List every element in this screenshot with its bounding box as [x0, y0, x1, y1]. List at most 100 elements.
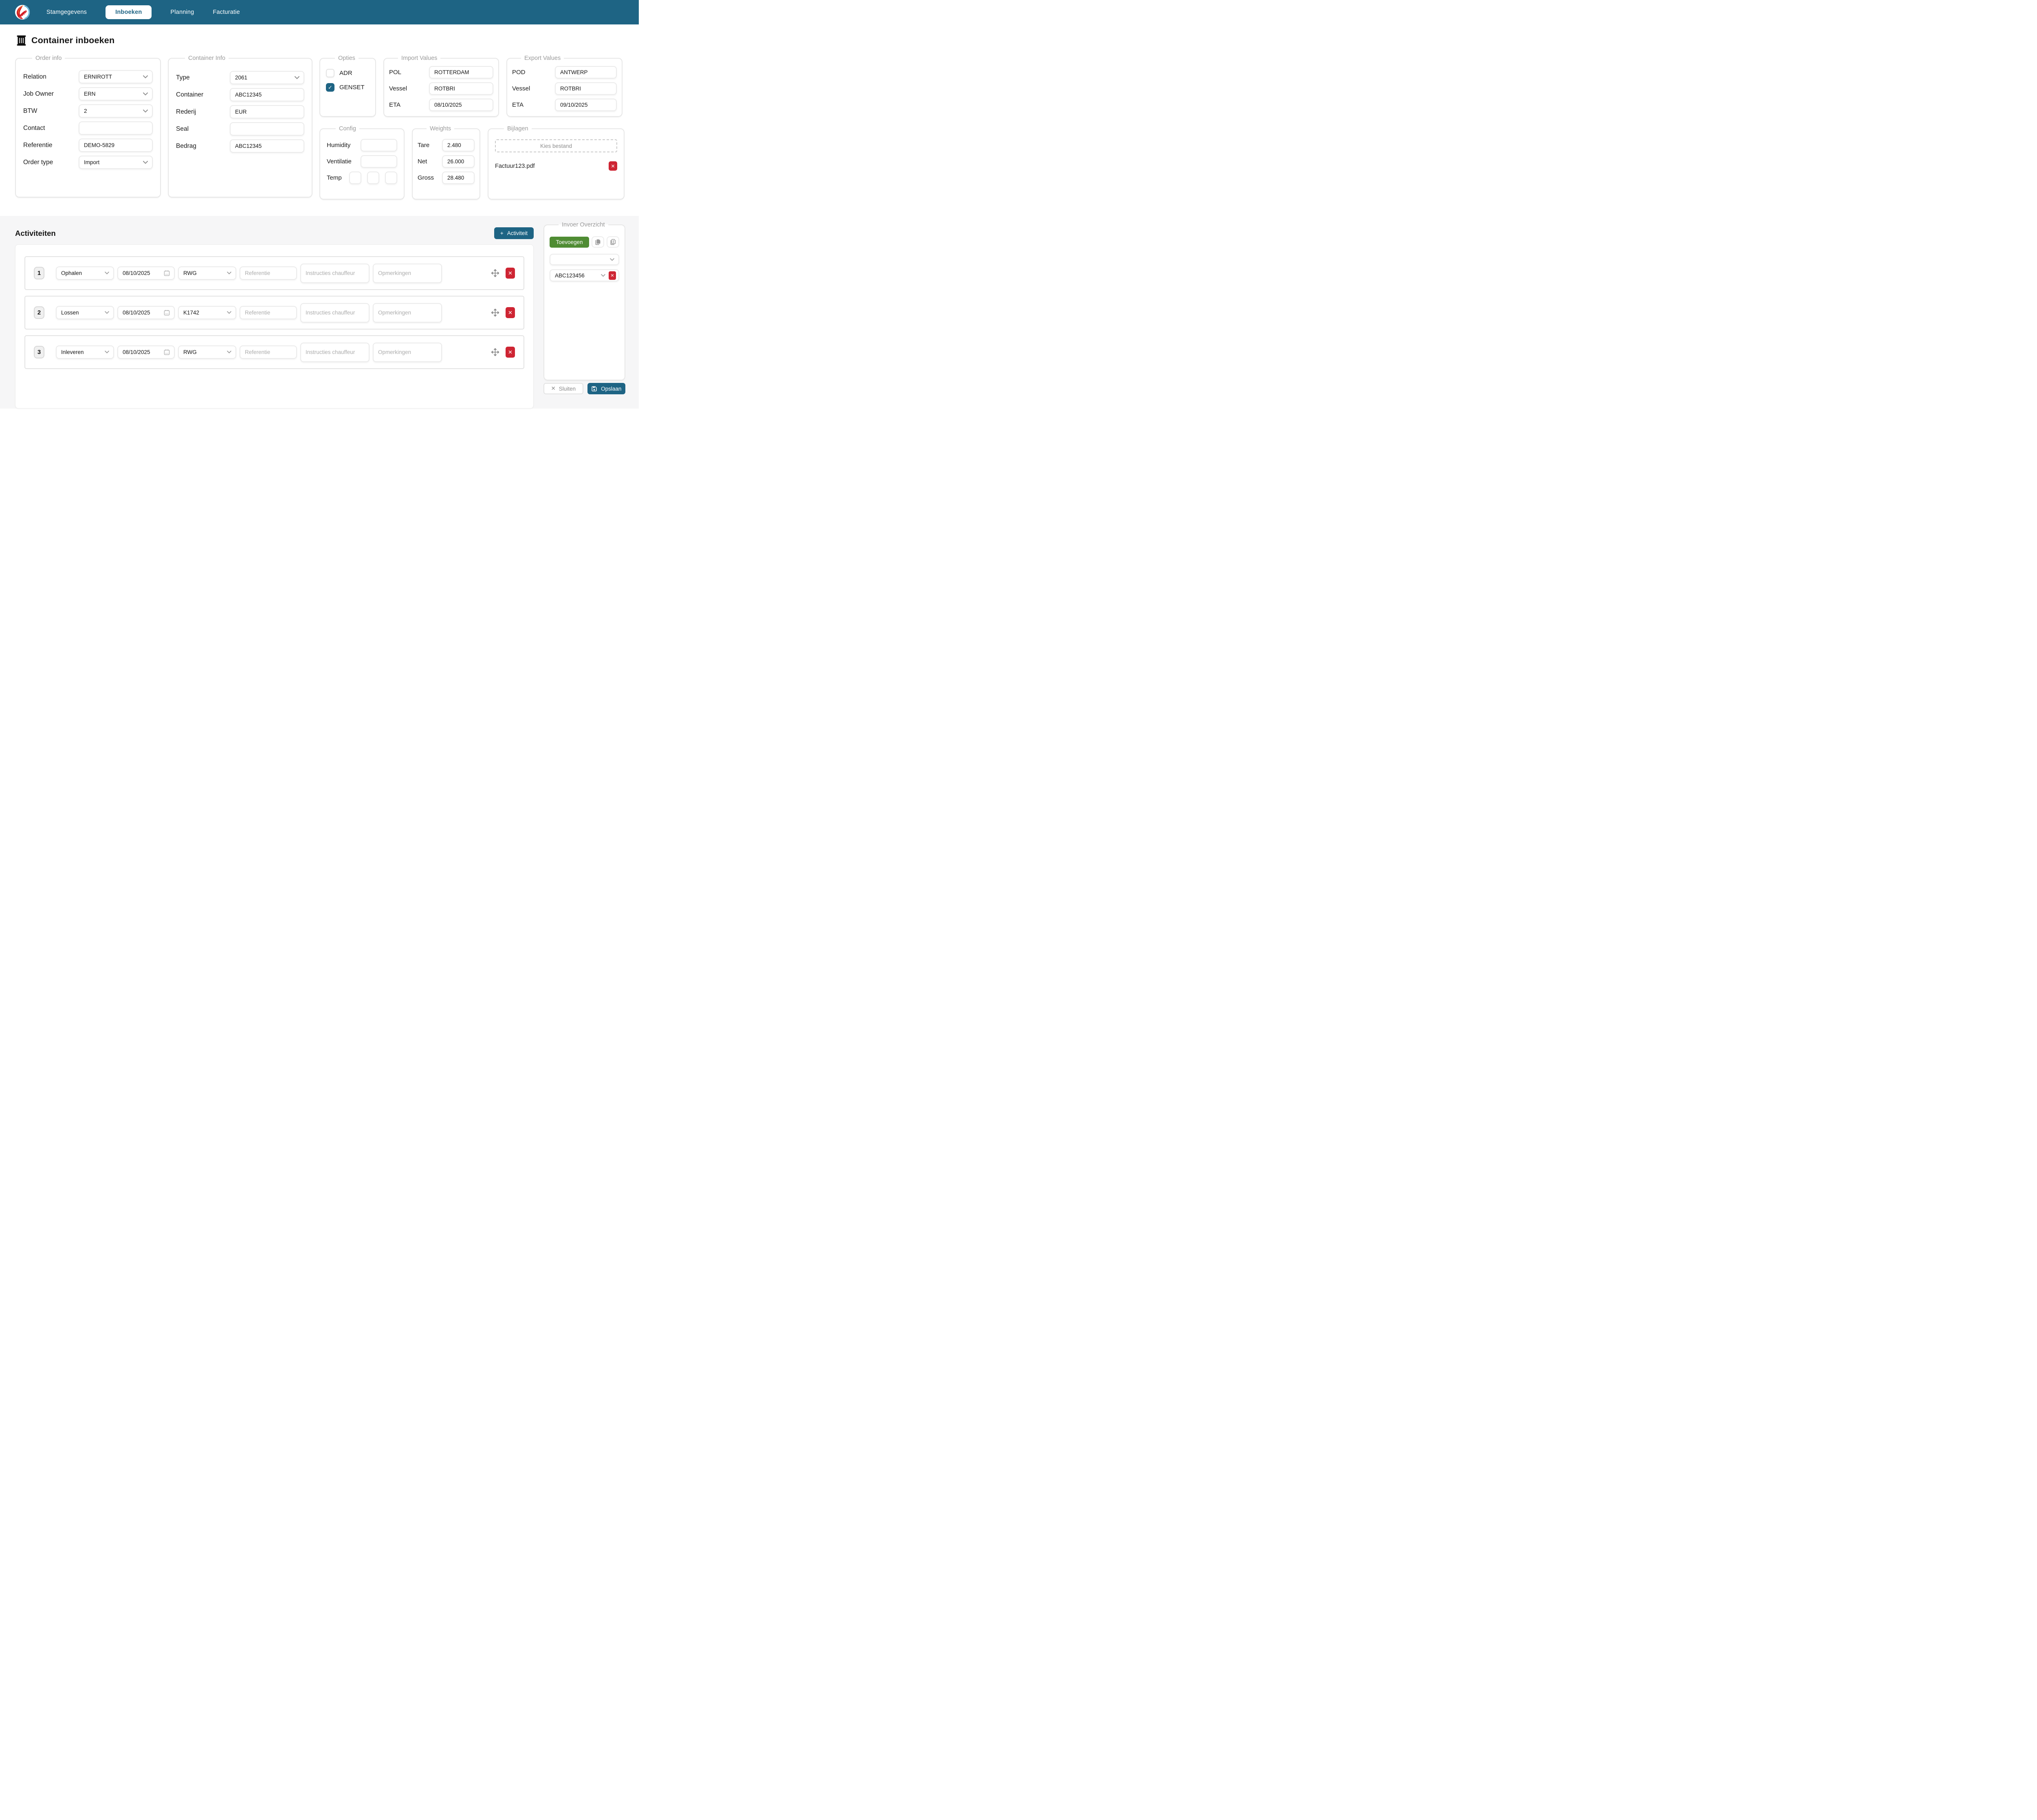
add-activity-label: Activiteit [507, 230, 528, 236]
road-logo-icon [15, 4, 30, 20]
activity-date-input[interactable]: 08/10/2025 [117, 266, 175, 280]
chevron-down-icon [143, 75, 148, 78]
delete-activity-button[interactable]: ✕ [506, 268, 515, 279]
copy-button[interactable] [592, 236, 604, 248]
chevron-down-icon [295, 76, 299, 79]
toevoegen-button[interactable]: Toevoegen [550, 236, 589, 248]
bedrag-label: Bedrag [176, 142, 196, 149]
activities-left: Activiteiten + Activiteit 1 Ophalen 08/1… [15, 222, 534, 409]
chevron-down-icon [143, 92, 148, 95]
seal-label: Seal [176, 125, 189, 132]
seal-input[interactable] [230, 122, 304, 136]
btw-select[interactable]: 2 [79, 104, 153, 118]
nav-item-facturatie[interactable]: Facturatie [213, 9, 240, 15]
move-icon [491, 309, 499, 317]
container-entry-row[interactable]: ABC123456 ✕ [550, 269, 619, 281]
pod-input[interactable] [555, 66, 617, 79]
activity-date-value: 08/10/2025 [123, 310, 150, 316]
drag-handle[interactable] [491, 309, 499, 317]
genset-label: GENSET [339, 84, 365, 91]
job-owner-select[interactable]: ERN [79, 87, 153, 101]
page-title: Container inboeken [31, 35, 115, 45]
activity-instructies-input[interactable] [300, 342, 370, 362]
drag-handle[interactable] [491, 348, 499, 356]
activity-date-input[interactable]: 08/10/2025 [117, 306, 175, 319]
activity-referentie-input[interactable] [240, 345, 297, 359]
net-label: Net [418, 158, 427, 165]
activity-type-select[interactable]: Inleveren [56, 345, 114, 359]
activity-instructies-input[interactable] [300, 263, 370, 283]
bedrag-input[interactable] [230, 139, 304, 153]
delete-activity-button[interactable]: ✕ [506, 347, 515, 358]
activity-referentie-input[interactable] [240, 306, 297, 319]
form-area: Order info Relation ERNIROTT Job Owner E… [0, 46, 639, 200]
config-fieldset: Config Humidity Ventilatie Temp [319, 125, 405, 200]
humidity-input[interactable] [361, 139, 397, 152]
order-type-select[interactable]: Import [79, 156, 153, 169]
relation-select[interactable]: ERNIROTT [79, 70, 153, 84]
chevron-down-icon [105, 351, 109, 354]
activity-type-value: Lossen [61, 310, 79, 316]
nav-item-planning[interactable]: Planning [170, 9, 194, 15]
file-dropzone[interactable]: Kies bestand [495, 139, 617, 152]
activity-instructies-input[interactable] [300, 303, 370, 323]
pol-input[interactable] [429, 66, 493, 79]
nav-item-stamgegevens[interactable]: Stamgegevens [46, 9, 87, 15]
copy-plus-button[interactable] [607, 236, 619, 248]
activity-type-select[interactable]: Lossen [56, 306, 114, 319]
container-entry-value: ABC123456 [555, 272, 585, 279]
activity-location-select[interactable]: RWG [178, 266, 236, 280]
ventilatie-input[interactable] [361, 155, 397, 168]
activity-referentie-input[interactable] [240, 266, 297, 280]
opslaan-button[interactable]: Opslaan [587, 383, 625, 394]
dropzone-label: Kies bestand [540, 143, 572, 149]
opties-fieldset: Opties ✓ ADR ✓ GENSET [319, 55, 376, 117]
order-info-legend: Order info [35, 55, 62, 62]
import-values-fieldset: Import Values POL Vessel ETA [383, 55, 499, 117]
chevron-down-icon [143, 160, 148, 164]
activity-opmerkingen-input[interactable] [373, 303, 442, 323]
sluiten-button[interactable]: ✕ Sluiten [543, 383, 583, 394]
container-input[interactable] [230, 88, 304, 101]
add-activity-button[interactable]: + Activiteit [494, 227, 534, 239]
remove-file-button[interactable]: ✕ [609, 161, 617, 171]
chevron-down-icon [105, 272, 109, 275]
invoer-select[interactable] [550, 254, 619, 265]
temp-input-2[interactable] [367, 171, 379, 184]
delete-activity-button[interactable]: ✕ [506, 307, 515, 318]
activity-location-select[interactable]: RWG [178, 345, 236, 359]
activity-date-input[interactable]: 08/10/2025 [117, 345, 175, 359]
adr-checkbox[interactable]: ✓ [326, 69, 334, 77]
rederij-input[interactable] [230, 105, 304, 119]
import-eta-input[interactable] [429, 99, 493, 111]
nav-item-inboeken[interactable]: Inboeken [106, 5, 152, 19]
drag-handle[interactable] [491, 269, 499, 277]
activity-location-select[interactable]: K1742 [178, 306, 236, 319]
page-header: Container inboeken [16, 35, 639, 46]
contact-input[interactable] [79, 121, 153, 135]
brand-logo[interactable] [15, 4, 30, 20]
genset-checkbox[interactable]: ✓ [326, 83, 334, 92]
type-select[interactable]: 2061 [230, 71, 304, 84]
activity-opmerkingen-input[interactable] [373, 342, 442, 362]
export-values-legend: Export Values [524, 55, 561, 62]
activity-type-value: Inleveren [61, 349, 84, 355]
export-eta-input[interactable] [555, 99, 617, 111]
referentie-input[interactable] [79, 138, 153, 152]
bijlagen-fieldset: Bijlagen Kies bestand Factuur123.pdf ✕ [488, 125, 625, 200]
close-icon: ✕ [551, 385, 556, 391]
net-input[interactable] [442, 155, 475, 168]
import-vessel-input[interactable] [429, 82, 493, 95]
activity-index-badge: 3 [34, 346, 44, 358]
activity-type-select[interactable]: Ophalen [56, 266, 114, 280]
remove-container-button[interactable]: ✕ [609, 271, 616, 280]
temp-input-1[interactable] [349, 171, 361, 184]
temp-input-3[interactable] [385, 171, 397, 184]
file-name: Factuur123.pdf [495, 163, 535, 169]
gross-input[interactable] [442, 171, 475, 184]
activity-opmerkingen-input[interactable] [373, 263, 442, 283]
export-vessel-input[interactable] [555, 82, 617, 95]
tare-input[interactable] [442, 139, 475, 152]
chevron-down-icon [601, 274, 605, 277]
activity-row: 1 Ophalen 08/10/2025 RWG [24, 256, 524, 290]
